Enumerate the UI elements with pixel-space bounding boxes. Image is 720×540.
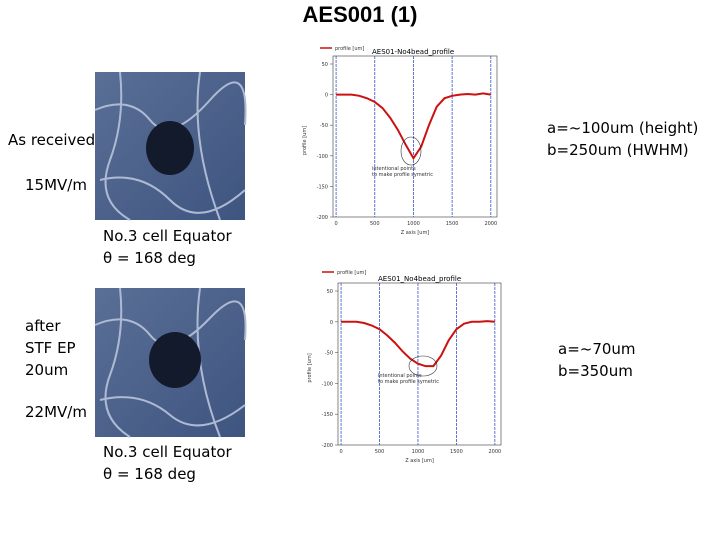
- row-label: As received: [8, 131, 95, 149]
- field-label: 22MV/m: [25, 403, 87, 421]
- x-tick-label: 0: [339, 449, 342, 455]
- field-label: 15MV/m: [25, 176, 87, 194]
- chart-title: AES01_No4bead_profile: [378, 275, 461, 283]
- annotation-circle: [408, 355, 438, 377]
- x-tick-label: 500: [375, 449, 385, 455]
- x-tick-label: 0: [335, 221, 338, 227]
- photo-caption: θ = 168 deg: [103, 465, 196, 483]
- y-tick-label: -50: [325, 351, 333, 357]
- y-tick-label: -200: [317, 215, 328, 221]
- annotation: to make profile symetric: [372, 172, 433, 178]
- photo-caption: No.3 cell Equator: [103, 227, 233, 245]
- result-note: a=~70um: [558, 340, 636, 358]
- x-tick-label: 1000: [412, 449, 425, 455]
- result-note: a=~100um (height): [547, 119, 698, 137]
- y-tick-label: -100: [322, 381, 333, 387]
- x-tick-label: 1500: [450, 449, 463, 455]
- y-tick-label: 0: [330, 320, 333, 326]
- row-label: 20um: [25, 361, 68, 379]
- x-tick-label: 1500: [446, 221, 459, 227]
- y-tick-label: -150: [317, 184, 328, 190]
- legend-label: profile [um]: [337, 270, 366, 276]
- x-tick-label: 1000: [407, 221, 420, 227]
- slide-title: AES001 (1): [303, 2, 418, 27]
- legend-label: profile [um]: [335, 46, 364, 52]
- x-tick-label: 2000: [484, 221, 497, 227]
- photo-caption: θ = 168 deg: [103, 249, 196, 267]
- photo: [94, 287, 247, 438]
- photo-caption: No.3 cell Equator: [103, 443, 233, 461]
- x-tick-label: 2000: [488, 449, 501, 455]
- annotation: to make profile symetric: [378, 379, 439, 385]
- y-tick-label: 0: [325, 93, 328, 99]
- result-note: b=350um: [558, 362, 633, 380]
- y-tick-label: 50: [322, 62, 328, 68]
- plot-frame: [332, 55, 498, 218]
- profile-line: [336, 92, 491, 161]
- y-tick-label: -150: [322, 412, 333, 418]
- y-tick-label: 50: [327, 289, 333, 295]
- profile-line: [341, 320, 495, 368]
- y-axis-label: profile [um]: [307, 353, 313, 382]
- y-tick-label: -100: [317, 154, 328, 160]
- result-note: b=250um (HWHM): [547, 141, 689, 159]
- chart-title: AES01-No4bead_profile: [372, 48, 454, 56]
- row-label: after: [25, 317, 61, 335]
- y-axis-label: profile [um]: [302, 126, 308, 155]
- row-label: STF EP: [25, 339, 76, 357]
- annotation-circle: [400, 136, 422, 166]
- y-tick-label: -200: [322, 443, 333, 449]
- photo: [94, 71, 247, 221]
- y-tick-label: -50: [320, 123, 328, 129]
- x-axis-label: Z axis [um]: [405, 458, 434, 464]
- x-tick-label: 500: [370, 221, 380, 227]
- x-axis-label: Z axis [um]: [401, 230, 430, 236]
- annotation: intentional points: [378, 373, 422, 379]
- annotation: intentional points: [372, 166, 416, 172]
